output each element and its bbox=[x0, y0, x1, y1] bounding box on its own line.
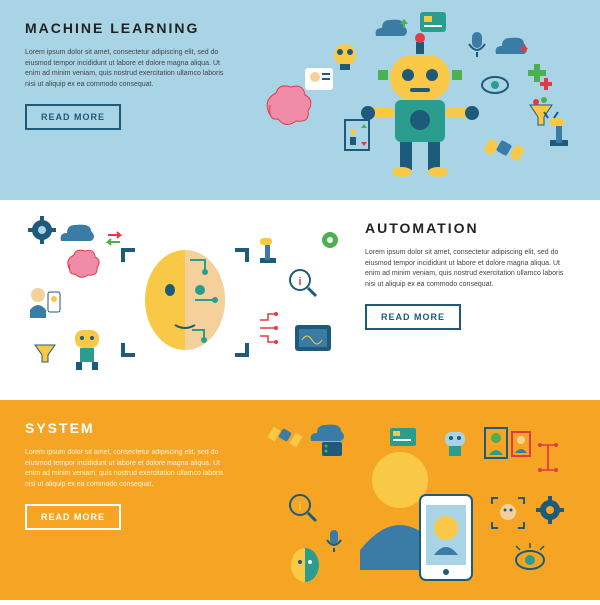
robot-arm-icon bbox=[544, 112, 568, 146]
id-card-icon bbox=[390, 428, 416, 446]
cyborg-face-icon bbox=[145, 250, 225, 350]
robot-illustration bbox=[250, 0, 580, 200]
eye-small-icon bbox=[516, 543, 544, 569]
smartphone-icon bbox=[420, 495, 472, 580]
panel-system: SYSTEM Lorem ipsum dolor sit amet, conse… bbox=[0, 400, 600, 600]
panel2-title: AUTOMATION bbox=[365, 220, 575, 236]
card-icon bbox=[420, 12, 446, 32]
panel3-read-more-button[interactable]: READ MORE bbox=[25, 504, 121, 530]
elevator-icon bbox=[345, 120, 369, 150]
cloud-down-icon bbox=[496, 38, 528, 54]
satellite-icon bbox=[483, 138, 525, 161]
person-phone-icon bbox=[30, 288, 60, 318]
gear-icon bbox=[28, 216, 56, 244]
circuit-icon bbox=[260, 312, 278, 344]
panel2-read-more-button[interactable]: READ MORE bbox=[365, 304, 461, 330]
panel-automation: i AUTOMATION Lorem ipsum dolor sit amet,… bbox=[0, 200, 600, 400]
magnifier-info-icon: i bbox=[290, 270, 316, 296]
panel1-art bbox=[250, 0, 580, 200]
tablet-icon bbox=[295, 325, 331, 351]
lightbulb-icon bbox=[334, 44, 356, 70]
panel3-body: Lorem ipsum dolor sit amet, consectetur … bbox=[25, 448, 235, 490]
svg-text:i: i bbox=[298, 276, 301, 288]
circuit-tree-icon bbox=[538, 443, 558, 472]
panel1-read-more-button[interactable]: READ MORE bbox=[25, 104, 121, 130]
panel1-title: MACHINE LEARNING bbox=[25, 20, 235, 36]
eye-icon bbox=[482, 77, 508, 93]
panel3-art: i bbox=[250, 400, 580, 600]
gear-small-icon bbox=[536, 496, 564, 524]
brain-icon bbox=[267, 86, 311, 125]
panel2-body: Lorem ipsum dolor sit amet, consectetur … bbox=[365, 248, 575, 290]
cyborg-head-small-icon bbox=[291, 548, 319, 582]
cloud-server-icon bbox=[311, 425, 344, 456]
person-card-icon bbox=[305, 68, 333, 90]
funnel-icon bbox=[530, 97, 552, 125]
magnifier-info-small-icon: i bbox=[290, 495, 316, 521]
microphone-small-icon bbox=[327, 530, 341, 552]
cloud-up-icon bbox=[376, 19, 408, 36]
robot-tiny-icon bbox=[445, 432, 465, 456]
robot-arm-small-icon bbox=[260, 238, 276, 263]
gear-green-icon bbox=[322, 232, 338, 248]
robot-icon bbox=[361, 33, 479, 177]
cyborg-illustration: i bbox=[20, 200, 350, 400]
cloud-icon bbox=[61, 225, 94, 241]
face-scan-icon bbox=[492, 498, 524, 528]
satellite-small-icon bbox=[268, 427, 303, 447]
panel3-title: SYSTEM bbox=[25, 420, 235, 436]
plus-icon bbox=[528, 64, 552, 90]
person-frame-icon bbox=[485, 428, 507, 458]
panel2-art: i bbox=[20, 200, 350, 400]
microphone-icon bbox=[469, 32, 485, 57]
robot-small-icon bbox=[75, 330, 99, 370]
panel1-content: MACHINE LEARNING Lorem ipsum dolor sit a… bbox=[25, 20, 235, 130]
panel3-content: SYSTEM Lorem ipsum dolor sit amet, conse… bbox=[25, 420, 235, 530]
svg-text:i: i bbox=[298, 501, 301, 513]
panel-machine-learning: MACHINE LEARNING Lorem ipsum dolor sit a… bbox=[0, 0, 600, 200]
panel2-content: AUTOMATION Lorem ipsum dolor sit amet, c… bbox=[365, 220, 575, 330]
brain-small-icon bbox=[68, 250, 99, 277]
system-illustration: i bbox=[250, 400, 580, 600]
person-frame2-icon bbox=[512, 432, 530, 456]
panel1-body: Lorem ipsum dolor sit amet, consectetur … bbox=[25, 48, 235, 90]
funnel-small-icon bbox=[35, 345, 55, 362]
arrows-icon bbox=[108, 232, 120, 245]
